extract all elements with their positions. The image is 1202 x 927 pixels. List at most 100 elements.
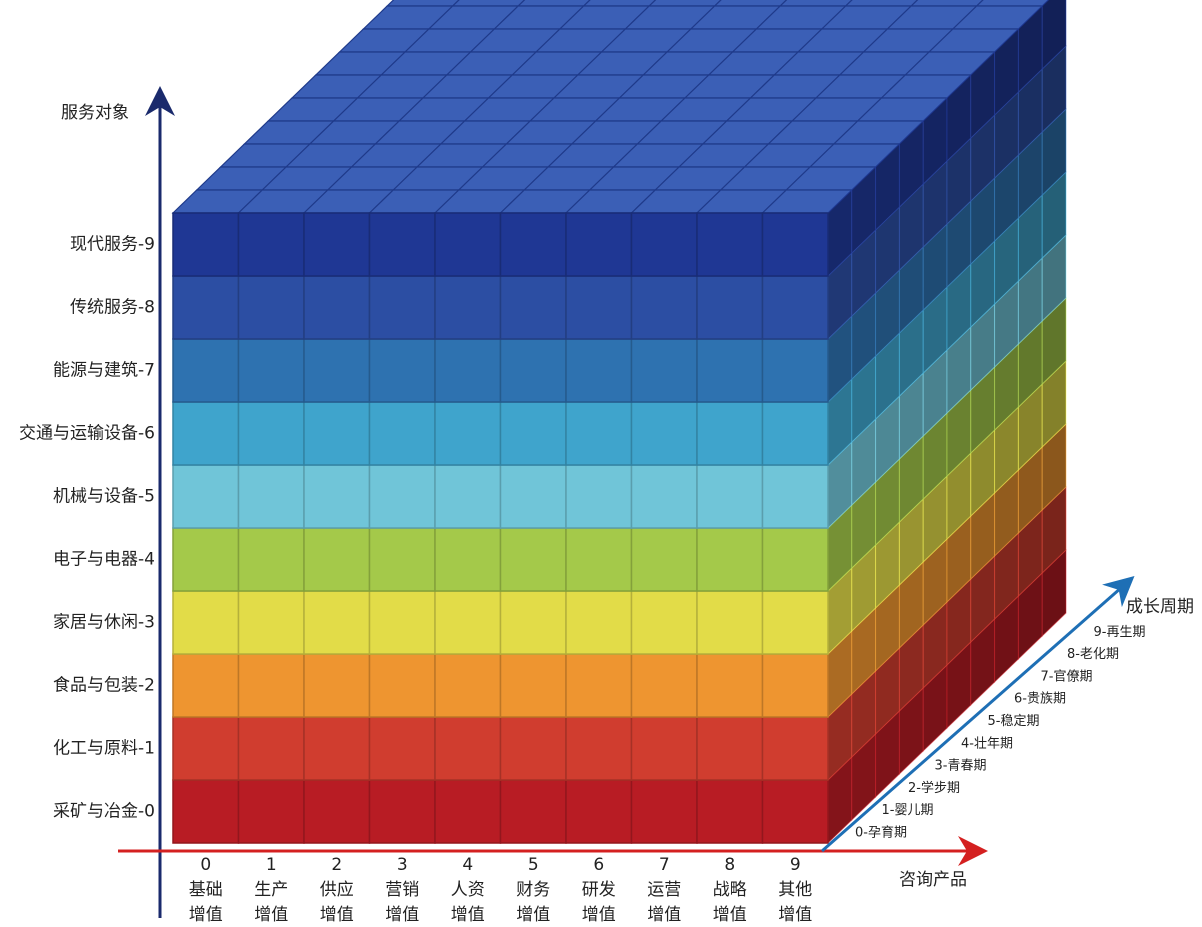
front-cell xyxy=(303,212,371,277)
column-label: 增值 xyxy=(647,905,681,925)
front-cell xyxy=(434,716,502,781)
front-cell xyxy=(303,401,371,466)
column-label: 增值 xyxy=(713,905,747,925)
front-cell xyxy=(368,464,436,529)
row-label: 采矿与冶金-0 xyxy=(53,802,155,822)
row-label: 能源与建筑-7 xyxy=(53,361,155,381)
front-cell xyxy=(761,779,829,844)
front-cell xyxy=(368,212,436,277)
z-axis xyxy=(821,576,1135,853)
front-cell xyxy=(303,779,371,844)
front-cell xyxy=(499,212,567,277)
column-label: 财务 xyxy=(516,880,550,900)
row-label: 食品与包装-2 xyxy=(53,676,155,696)
column-number: 4 xyxy=(462,855,473,875)
z-axis-label: 成长周期 xyxy=(1126,597,1194,617)
front-cell xyxy=(237,779,305,844)
front-cell xyxy=(630,779,698,844)
front-cell xyxy=(565,401,633,466)
column-number: 7 xyxy=(659,855,670,875)
row-label: 电子与电器-4 xyxy=(53,550,155,570)
front-cell xyxy=(761,653,829,718)
depth-label: 7-官僚期 xyxy=(1041,668,1093,684)
y-axis-label: 服务对象 xyxy=(61,103,129,123)
front-cell xyxy=(696,779,764,844)
front-cell xyxy=(237,590,305,655)
front-cell xyxy=(237,527,305,592)
front-cell xyxy=(499,590,567,655)
front-cell xyxy=(565,779,633,844)
front-cell xyxy=(565,716,633,781)
front-cell xyxy=(761,338,829,403)
front-cell xyxy=(761,212,829,277)
front-cell xyxy=(696,716,764,781)
front-cell xyxy=(499,464,567,529)
front-cell xyxy=(434,653,502,718)
front-cell xyxy=(368,779,436,844)
column-number: 8 xyxy=(724,855,735,875)
front-cell xyxy=(565,527,633,592)
front-cell xyxy=(565,212,633,277)
front-cell xyxy=(368,590,436,655)
column-number: 5 xyxy=(528,855,539,875)
front-cell xyxy=(434,401,502,466)
front-cell xyxy=(368,275,436,340)
front-cell xyxy=(434,464,502,529)
front-cell xyxy=(630,716,698,781)
row-label: 家居与休闲-3 xyxy=(53,613,155,633)
front-cell xyxy=(237,464,305,529)
front-cell xyxy=(761,527,829,592)
front-cell xyxy=(434,779,502,844)
front-cell xyxy=(303,527,371,592)
column-label: 基础 xyxy=(189,880,223,900)
front-cell xyxy=(368,338,436,403)
front-cell xyxy=(565,653,633,718)
front-cell xyxy=(172,275,240,340)
column-number: 3 xyxy=(397,855,408,875)
column-label: 增值 xyxy=(778,905,812,925)
front-cell xyxy=(696,275,764,340)
front-cell xyxy=(303,464,371,529)
front-cell xyxy=(172,716,240,781)
front-cell xyxy=(696,338,764,403)
front-cell xyxy=(630,590,698,655)
column-label: 增值 xyxy=(451,905,485,925)
front-cell xyxy=(696,653,764,718)
column-label: 增值 xyxy=(385,905,419,925)
row-label: 交通与运输设备-6 xyxy=(19,424,155,444)
depth-label: 5-稳定期 xyxy=(988,713,1040,729)
column-label: 战略 xyxy=(713,880,747,900)
front-cell xyxy=(499,779,567,844)
x-axis-label: 咨询产品 xyxy=(899,870,967,890)
column-label: 研发 xyxy=(582,880,616,900)
labels: 采矿与冶金-0 化工与原料-1 食品与包装-2 家居与休闲-3 电子与电器-4 机械与设备… xyxy=(19,235,1145,926)
front-cell xyxy=(696,464,764,529)
front-cell xyxy=(499,716,567,781)
column-label: 营销 xyxy=(385,880,419,900)
column-label: 增值 xyxy=(582,905,616,925)
column-number: 1 xyxy=(266,855,277,875)
front-cell xyxy=(630,212,698,277)
depth-label: 9-再生期 xyxy=(1094,625,1146,640)
column-number: 2 xyxy=(331,855,342,875)
front-cell xyxy=(630,464,698,529)
front-cell xyxy=(303,716,371,781)
front-cell xyxy=(303,590,371,655)
column-label: 增值 xyxy=(320,905,354,925)
column-label: 运营 xyxy=(647,880,681,900)
depth-label: 6-贵族期 xyxy=(1014,691,1066,707)
front-cell xyxy=(172,653,240,718)
row-label: 传统服务-8 xyxy=(70,298,155,318)
front-cell xyxy=(172,590,240,655)
front-cell xyxy=(565,338,633,403)
depth-label: 4-壮年期 xyxy=(961,736,1013,751)
depth-label: 8-老化期 xyxy=(1067,647,1119,662)
front-cell xyxy=(499,401,567,466)
front-cell xyxy=(434,338,502,403)
row-label: 现代服务-9 xyxy=(70,235,155,255)
column-label: 人资 xyxy=(451,880,485,900)
front-cell xyxy=(630,401,698,466)
front-cell xyxy=(368,716,436,781)
front-cell xyxy=(237,716,305,781)
